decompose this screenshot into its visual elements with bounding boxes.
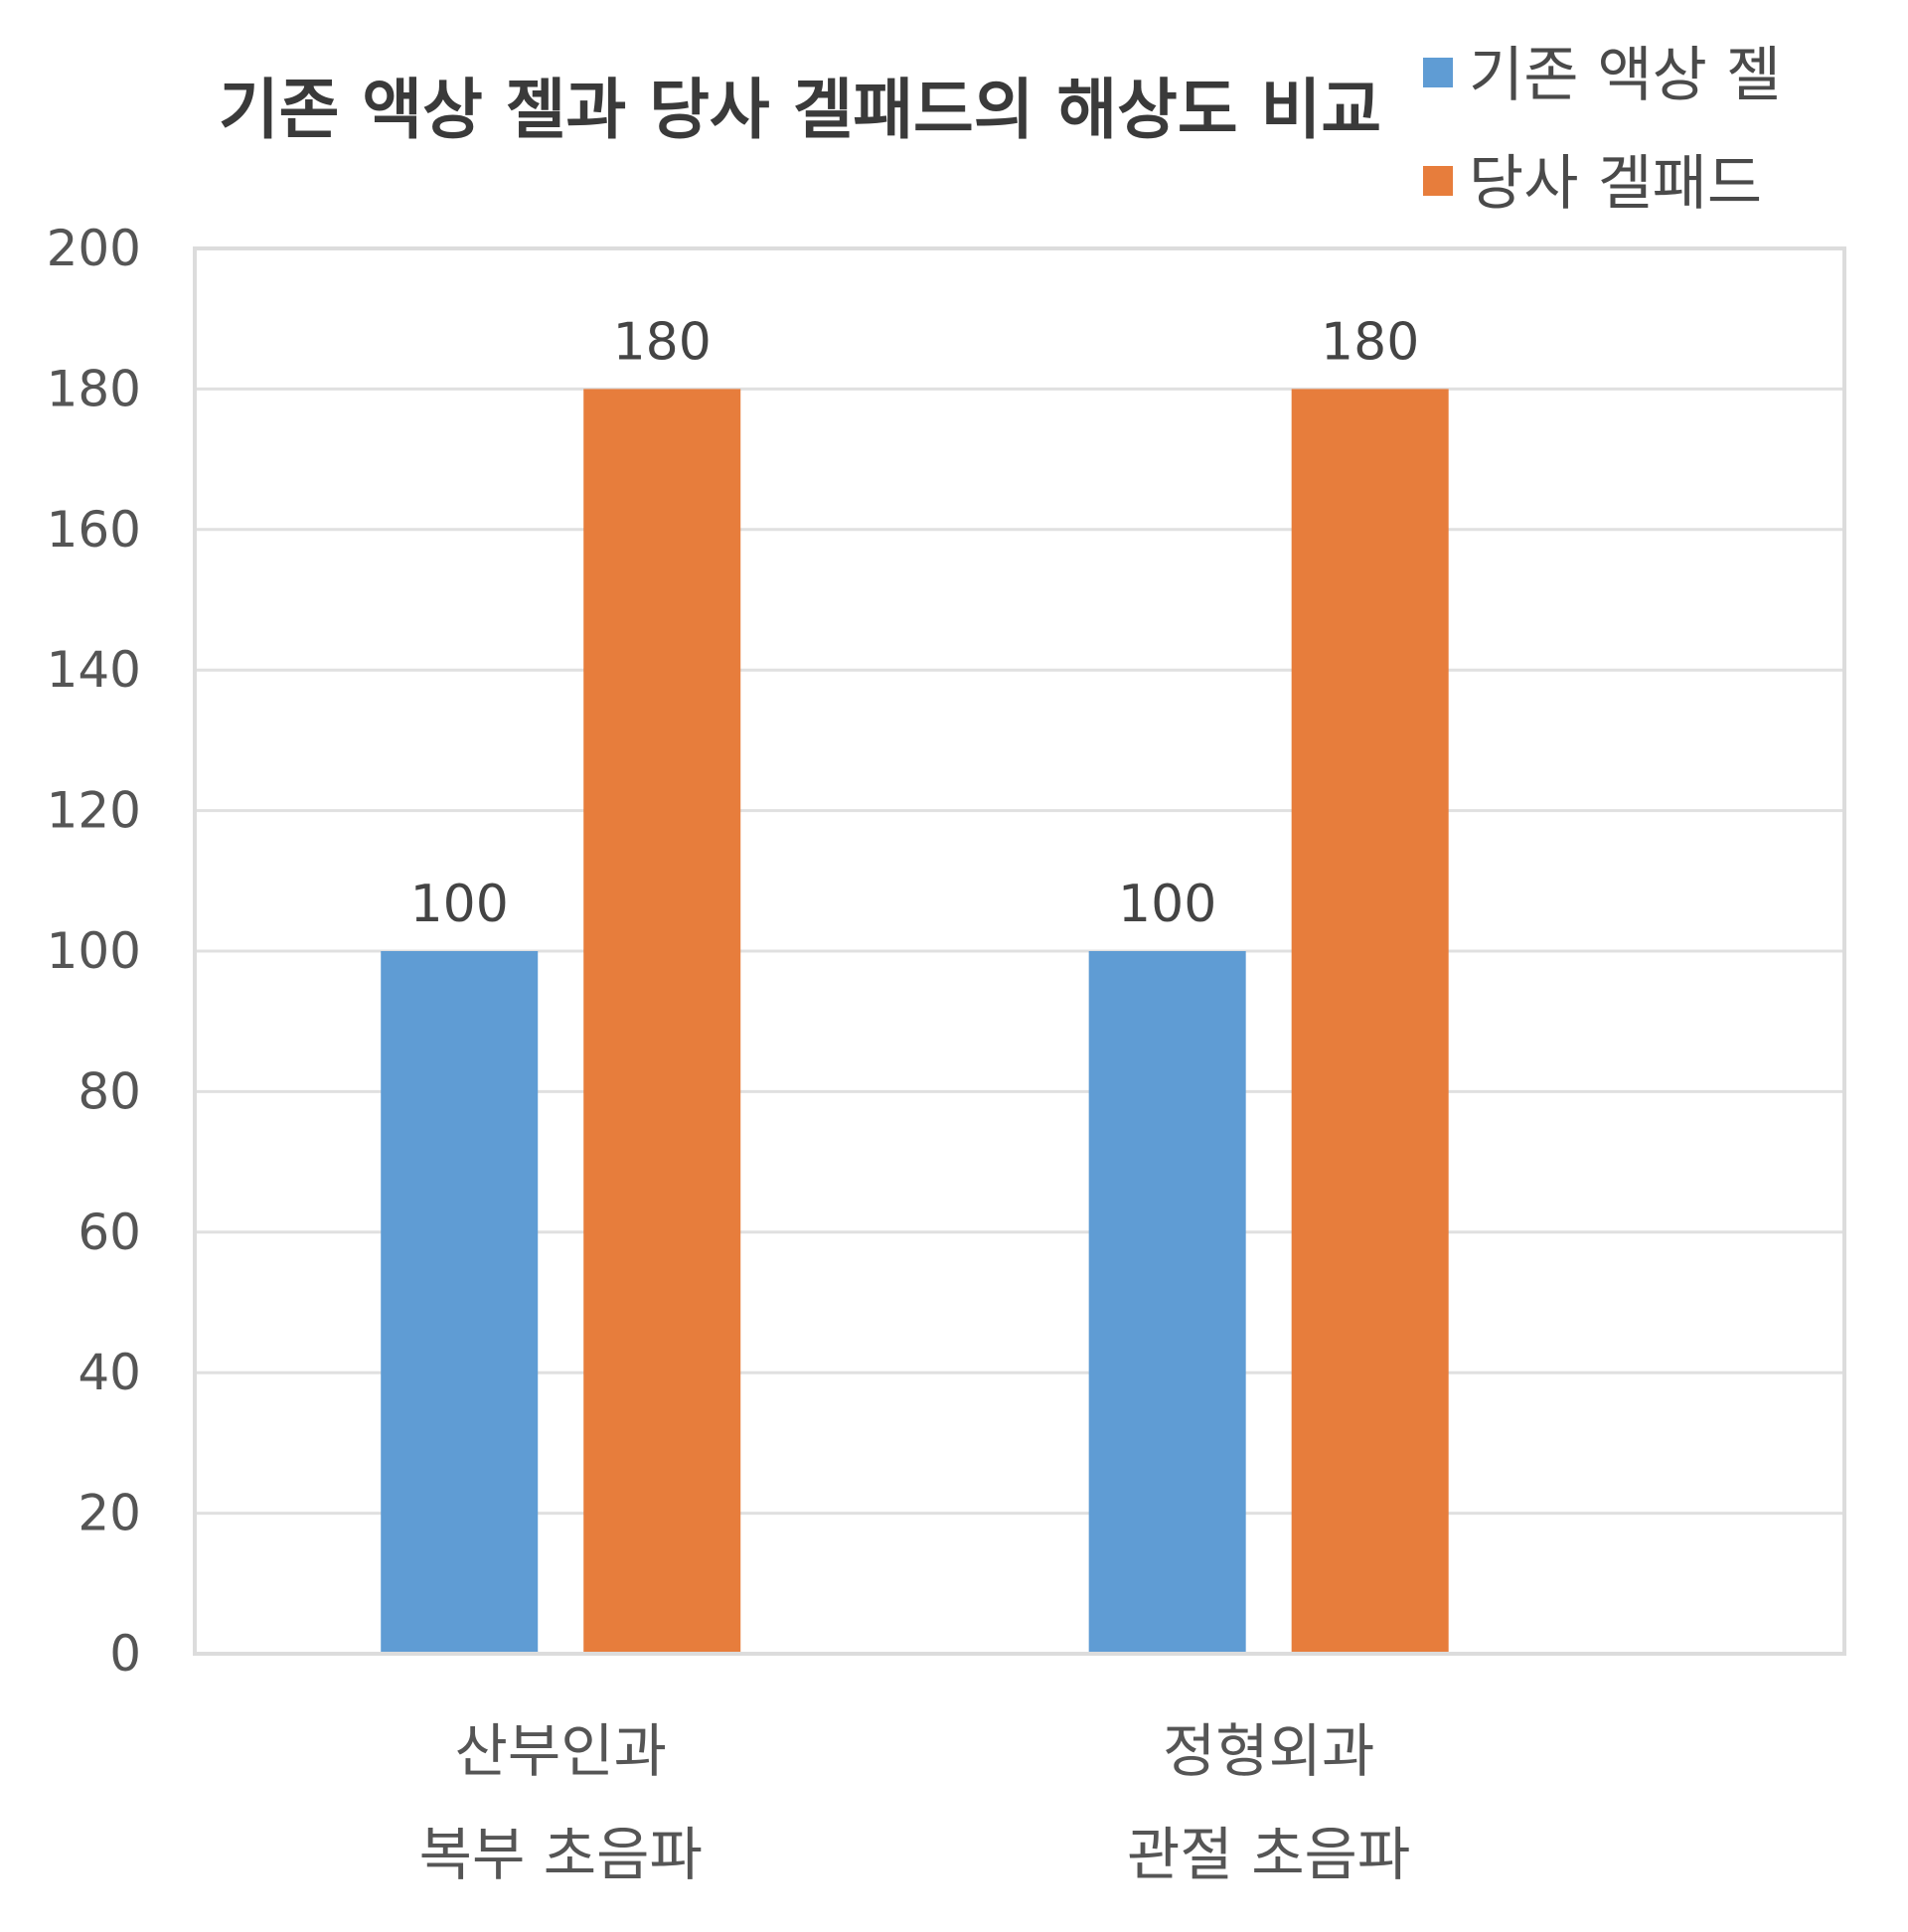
bar-our-gelpad-0 — [583, 389, 741, 1654]
category-label: 관절 초음파 — [1127, 1821, 1410, 1888]
y-tick-label: 40 — [78, 1344, 141, 1401]
bar-our-gelpad-1 — [1291, 389, 1449, 1654]
plot-area-frame — [193, 246, 1846, 1656]
chart-title: 기존 액상 젤과 당사 겔패드의 해상도 비교 — [219, 72, 1381, 148]
legend: 기존 액상 젤 당사 겔패드 — [1423, 41, 1781, 219]
category-label: 산부인과 — [454, 1717, 666, 1785]
y-tick-label: 200 — [47, 220, 141, 277]
category-label: 복부 초음파 — [419, 1821, 703, 1888]
legend-swatch-existing-gel — [1423, 58, 1453, 87]
y-tick-label: 100 — [47, 922, 141, 980]
data-labels: 100 180 100 180 — [410, 312, 1420, 934]
y-tick-label: 80 — [78, 1062, 141, 1120]
data-label: 100 — [1118, 875, 1216, 934]
y-tick-label: 60 — [78, 1204, 141, 1261]
y-tick-label: 0 — [109, 1625, 141, 1683]
y-tick-label: 180 — [47, 360, 141, 417]
legend-label-our-gelpad: 당사 겔패드 — [1469, 149, 1762, 219]
y-tick-label: 140 — [47, 641, 141, 699]
data-label: 180 — [613, 312, 712, 372]
legend-swatch-our-gelpad — [1423, 166, 1453, 196]
legend-label-existing-gel: 기존 액상 젤 — [1469, 41, 1781, 110]
y-tick-label: 160 — [47, 501, 141, 559]
y-tick-label: 120 — [47, 782, 141, 840]
data-label: 100 — [410, 875, 509, 934]
bar-existing-gel-0 — [381, 951, 539, 1654]
bars — [381, 389, 1449, 1654]
bar-existing-gel-1 — [1088, 951, 1246, 1654]
y-tick-label: 20 — [78, 1485, 141, 1542]
category-label: 정형외과 — [1163, 1717, 1374, 1785]
data-label: 180 — [1321, 312, 1419, 372]
y-axis-ticks: 0 20 40 60 80 100 120 140 160 180 200 — [47, 220, 141, 1683]
